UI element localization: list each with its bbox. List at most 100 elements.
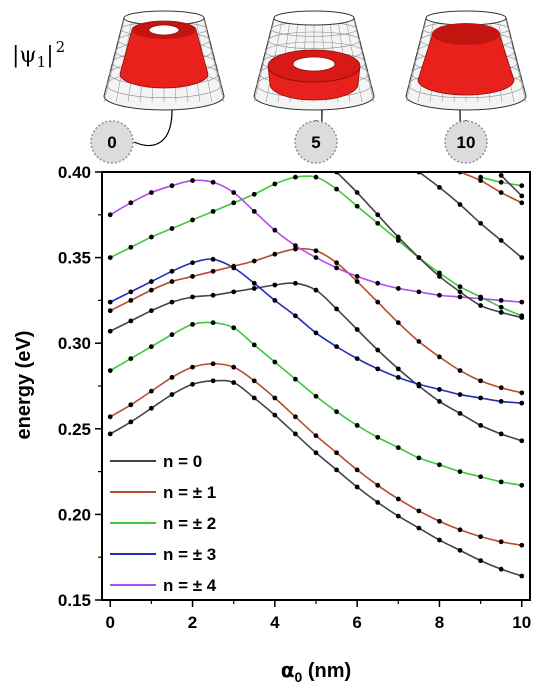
data-point-0-7 — [251, 395, 257, 401]
data-point-2-9 — [293, 376, 298, 382]
data-point-1-20 — [519, 542, 525, 548]
x-tick-label-0: 0 — [105, 613, 114, 632]
data-point-2-5 — [210, 320, 216, 326]
data-point-2-20 — [519, 482, 525, 488]
data-point-3-13 — [375, 347, 381, 353]
data-point-7-11 — [334, 265, 339, 271]
data-point-3-2 — [148, 308, 154, 314]
data-point-5-4 — [190, 274, 195, 279]
data-point-1-13 — [375, 482, 381, 488]
data-point-0-18 — [478, 558, 484, 564]
y-tick-label-1: 0.20 — [58, 505, 91, 524]
data-point-1-8 — [272, 395, 278, 401]
data-point-2-6 — [231, 325, 237, 331]
data-point-0-0 — [107, 431, 113, 437]
data-point-0-16 — [437, 537, 442, 543]
data-point-8-13 — [375, 212, 381, 218]
data-point-4-19 — [498, 399, 504, 404]
leader-line-0 — [133, 109, 173, 146]
data-point-5-11 — [334, 260, 339, 266]
x-tick-label-3: 6 — [352, 613, 361, 632]
y-axis-title: energy (eV) — [13, 331, 35, 440]
data-point-8-14 — [395, 234, 401, 240]
data-point-1-6 — [231, 364, 237, 370]
data-point-4-20 — [519, 400, 525, 406]
data-point-6-8 — [272, 181, 278, 187]
data-point-6-0 — [107, 255, 113, 260]
mesh-line-1-0 — [253, 19, 275, 103]
legend-label-2: n = ± 2 — [163, 514, 216, 533]
data-point-7-17 — [457, 294, 463, 300]
mesh-line-0-0 — [103, 19, 125, 103]
data-point-6-10 — [313, 174, 319, 180]
y-tick-label-0: 0.15 — [58, 591, 91, 610]
data-point-3-3 — [169, 299, 175, 305]
data-point-8-19 — [498, 309, 504, 315]
data-point-5-6 — [231, 263, 237, 269]
data-point-3-1 — [128, 318, 134, 324]
data-point-0-2 — [148, 405, 154, 411]
data-point-0-8 — [272, 412, 278, 418]
inset-images: 0 5 10 — [90, 10, 527, 164]
data-point-5-2 — [148, 287, 154, 293]
data-point-0-17 — [457, 547, 463, 553]
data-point-7-16 — [437, 292, 442, 298]
data-point-9-17 — [457, 202, 463, 207]
data-point-2-11 — [334, 409, 339, 415]
legend-label-3: n = ± 3 — [163, 545, 216, 564]
data-point-11-18 — [478, 174, 484, 180]
data-point-2-13 — [375, 434, 381, 440]
data-point-0-1 — [128, 419, 134, 425]
data-point-1-16 — [437, 518, 442, 524]
data-point-7-18 — [478, 296, 484, 302]
data-point-2-19 — [498, 479, 504, 485]
y-tick-label-2: 0.25 — [58, 420, 91, 439]
data-point-3-6 — [231, 289, 237, 295]
data-point-10-17 — [457, 172, 463, 175]
data-point-7-2 — [148, 190, 154, 195]
density-hole-1 — [292, 56, 336, 72]
data-point-2-15 — [416, 455, 422, 461]
x-tick-label-1: 2 — [188, 613, 197, 632]
data-point-5-5 — [210, 268, 216, 274]
data-point-5-16 — [437, 354, 442, 360]
data-point-5-8 — [272, 251, 278, 257]
data-point-3-10 — [313, 287, 319, 293]
data-point-5-17 — [457, 368, 463, 373]
data-point-9-15 — [416, 172, 422, 175]
data-point-1-15 — [416, 508, 422, 514]
data-point-8-16 — [437, 274, 442, 279]
data-point-0-13 — [375, 500, 381, 505]
data-point-3-14 — [395, 366, 401, 372]
data-point-0-4 — [190, 381, 195, 387]
y-tick-label-5: 0.40 — [58, 163, 91, 182]
y-tick-label-3: 0.30 — [58, 334, 91, 353]
data-point-4-13 — [375, 366, 381, 372]
data-point-3-20 — [519, 438, 525, 444]
data-point-4-14 — [395, 375, 401, 380]
data-point-0-3 — [169, 392, 175, 397]
data-point-9-18 — [478, 220, 484, 226]
data-point-7-5 — [210, 179, 216, 185]
data-point-7-7 — [251, 208, 257, 214]
data-point-8-17 — [457, 289, 463, 295]
data-point-3-8 — [272, 282, 278, 288]
data-point-6-1 — [128, 244, 134, 250]
data-point-9-20 — [519, 255, 525, 260]
alpha-badge-label-0: 0 — [107, 133, 116, 152]
data-point-11-20 — [519, 183, 525, 189]
data-point-5-15 — [416, 339, 422, 344]
data-point-4-15 — [416, 381, 422, 387]
data-point-11-19 — [498, 179, 504, 185]
data-point-3-16 — [437, 399, 442, 404]
legend-label-1: n = ± 1 — [163, 483, 216, 502]
psi-label-prefix: |ψ — [12, 43, 37, 68]
legend-label-0: n = 0 — [163, 452, 202, 471]
x-tick-label-2: 4 — [270, 613, 280, 632]
x-axis-title-symbol: α — [281, 658, 295, 682]
svg-text:|ψ1|2: |ψ1| 2 — [12, 38, 65, 71]
data-point-1-19 — [498, 539, 504, 545]
data-point-0-6 — [231, 380, 237, 385]
data-point-7-15 — [416, 289, 422, 295]
